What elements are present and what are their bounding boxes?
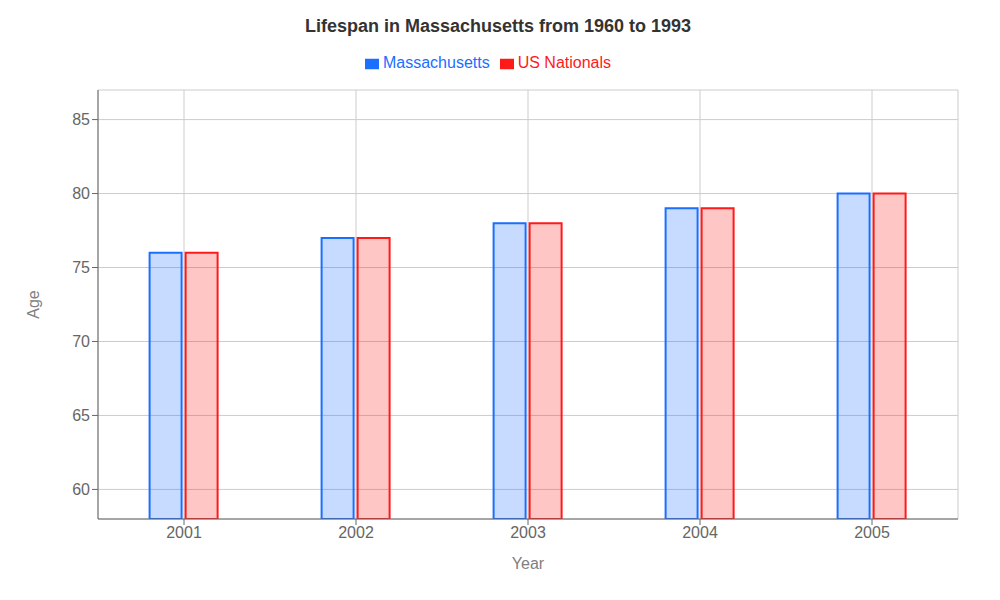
svg-text:Age: Age xyxy=(25,290,42,319)
svg-text:2001: 2001 xyxy=(166,524,202,541)
svg-text:2003: 2003 xyxy=(510,524,546,541)
html-text:Lifespan in Massachusetts from: Lifespan in Massachusetts from 1960 to 1… xyxy=(304,16,692,36)
svg-text:65: 65 xyxy=(72,407,90,424)
svg-text:2005: 2005 xyxy=(854,524,890,541)
svg-text:80: 80 xyxy=(72,185,90,202)
html-text:US Nationals: US Nationals xyxy=(517,54,611,71)
svg-text:2002: 2002 xyxy=(338,524,374,541)
html-text:Massachusetts: Massachusetts xyxy=(383,54,490,71)
svg-text:2004: 2004 xyxy=(682,524,718,541)
svg-text:85: 85 xyxy=(72,111,90,128)
svg-text:60: 60 xyxy=(72,481,90,498)
svg-text:Year: Year xyxy=(512,555,545,572)
svg-text:75: 75 xyxy=(72,259,90,276)
svg-text:70: 70 xyxy=(72,333,90,350)
